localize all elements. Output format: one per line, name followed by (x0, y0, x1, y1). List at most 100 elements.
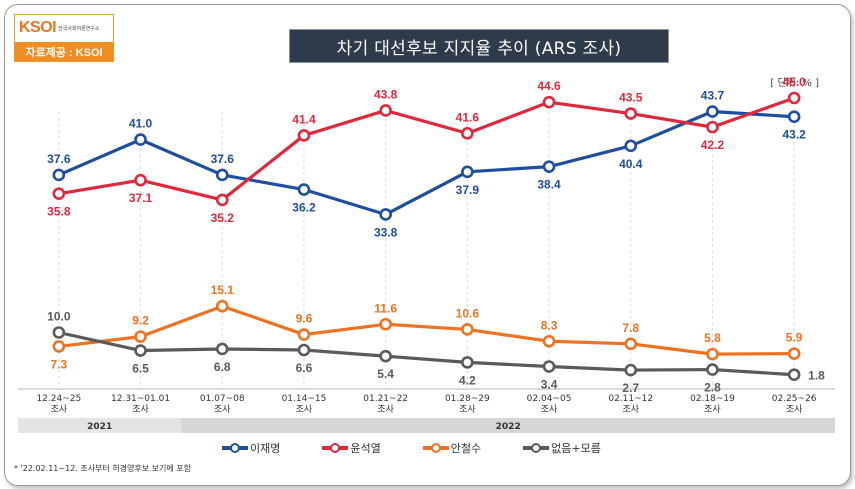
data-point (215, 168, 229, 182)
legend-label: 없음+모름 (551, 442, 601, 455)
x-tick-label: 12.31~01.01 (111, 394, 170, 404)
series-line (58, 96, 795, 202)
data-label: 9.6 (296, 312, 313, 326)
data-point (134, 133, 147, 146)
data-point (52, 168, 66, 182)
data-point (215, 342, 229, 356)
series-line (58, 304, 795, 356)
data-point (624, 139, 638, 153)
data-label: 1.8 (808, 369, 825, 383)
data-label: 45.0 (782, 75, 806, 89)
data-point (52, 340, 66, 353)
legend-swatch (422, 443, 449, 453)
data-label: 37.6 (47, 152, 71, 166)
data-label: 7.3 (51, 357, 68, 371)
ksoi-logo: KSOI 한국사회여론연구소 자료제공 : KSOI (14, 14, 114, 62)
data-point (787, 347, 801, 360)
legend-label: 윤석열 (350, 442, 381, 455)
data-label: 41.0 (129, 117, 153, 131)
year-band (181, 418, 835, 433)
x-tick-label: 02.04~05 (527, 394, 572, 404)
source-label: 자료제공 : KSOI (15, 42, 113, 61)
data-point (379, 104, 392, 117)
data-point (624, 107, 638, 120)
data-point (379, 208, 392, 221)
data-label: 5.8 (704, 331, 721, 345)
data-point (134, 330, 147, 343)
data-point (624, 363, 638, 377)
data-label: 7.8 (622, 321, 639, 335)
data-point (379, 349, 392, 363)
x-tick-label: 01.14~15 (282, 394, 327, 404)
x-tick-label: 01.28~29 (445, 394, 490, 404)
logo-org-name: 한국사회여론연구소 (58, 25, 100, 32)
footnote: * '22.02.11~12. 조사부터 허경영후보 보기에 포함 (14, 464, 192, 473)
data-label: 6.5 (132, 362, 149, 376)
data-label: 43.8 (374, 87, 398, 101)
data-label: 33.8 (374, 225, 398, 239)
data-label: 10.0 (47, 310, 71, 324)
data-point (542, 360, 556, 373)
unit-label: [ 단위: % ] (770, 78, 819, 89)
x-tick-sublabel: 조사 (459, 404, 476, 415)
data-label: 2.7 (622, 381, 639, 395)
data-label: 36.2 (292, 201, 316, 215)
data-label: 5.4 (377, 367, 394, 381)
data-point (297, 328, 311, 341)
x-tick-sublabel: 조사 (51, 404, 68, 415)
legend-swatch (523, 443, 550, 453)
data-point (461, 323, 474, 336)
data-label: 15.1 (211, 283, 235, 297)
data-label: 3.4 (541, 377, 558, 391)
x-tick-sublabel: 조사 (377, 404, 394, 415)
x-tick-label: 02.18~19 (690, 394, 735, 404)
legend-label: 안철수 (450, 442, 482, 455)
data-label: 42.2 (701, 138, 725, 152)
data-point (706, 363, 719, 376)
data-point (787, 368, 801, 382)
x-tick-sublabel: 조사 (704, 404, 721, 415)
data-point (624, 337, 638, 351)
data-point (461, 165, 474, 179)
data-point (787, 91, 801, 105)
x-tick-label: 12.24~25 (36, 394, 81, 404)
data-point (52, 326, 66, 339)
legend-item: 윤석열 (322, 440, 381, 456)
legend-item: 안철수 (422, 440, 482, 456)
x-tick-label: 01.21~22 (363, 394, 408, 404)
data-point (787, 110, 801, 124)
data-label: 2.8 (704, 381, 721, 395)
data-label: 38.4 (537, 178, 561, 192)
data-label: 9.2 (132, 314, 149, 328)
data-label: 10.6 (456, 306, 480, 320)
data-point (297, 129, 311, 142)
data-label: 41.4 (292, 112, 316, 126)
data-point (297, 183, 311, 196)
year-band-label: 2021 (87, 422, 112, 432)
data-point (134, 344, 147, 357)
data-label: 8.3 (541, 318, 558, 332)
data-label: 37.1 (129, 191, 153, 205)
data-point (706, 105, 719, 118)
data-label: 6.6 (296, 361, 313, 375)
data-point (215, 299, 229, 313)
data-label: 4.2 (459, 373, 476, 387)
x-tick-label: 02.11~12 (608, 394, 653, 404)
data-point (461, 356, 474, 369)
logo-mark: KSOI (19, 19, 57, 36)
data-point (542, 334, 556, 348)
series-line (58, 330, 795, 377)
year-band (18, 418, 182, 433)
data-point (706, 347, 719, 361)
legend: 이재명 윤석열 안철수 없음+모름 (222, 440, 643, 456)
data-label: 43.2 (782, 128, 806, 142)
data-point (297, 343, 311, 357)
data-label: 37.6 (211, 152, 235, 166)
chart-title: 차기 대선후보 지지율 추이 (ARS 조사) (289, 29, 669, 63)
data-label: 5.9 (786, 331, 803, 345)
data-label: 6.8 (214, 360, 231, 374)
x-tick-sublabel: 조사 (622, 404, 639, 415)
data-point (542, 95, 556, 109)
chart-panel (4, 4, 851, 486)
